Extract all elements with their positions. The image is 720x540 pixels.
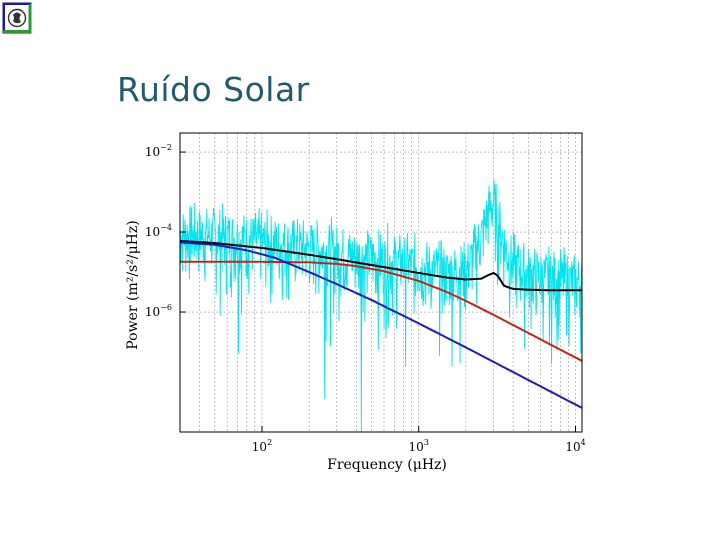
series-lines xyxy=(179,239,583,409)
x-tick-label: 103 xyxy=(409,438,429,454)
total-fit-line xyxy=(179,239,582,292)
slide-title: Ruído Solar xyxy=(117,70,310,109)
y-tick-label: 10−4 xyxy=(145,223,172,239)
university-seal-icon xyxy=(2,2,32,34)
axis-ticks: 102 103 104 10−2 10−4 10−6 xyxy=(145,143,586,454)
x-axis-label: Frequency (μHz) xyxy=(327,457,447,473)
y-tick-label: 10−6 xyxy=(145,303,172,319)
component-line xyxy=(180,260,583,362)
y-tick-label: 10−2 xyxy=(145,143,172,159)
grid xyxy=(179,133,582,432)
plot-frame xyxy=(179,132,583,433)
noise-spectrum xyxy=(179,179,583,433)
x-tick-label: 102 xyxy=(252,438,272,454)
x-tick-label: 104 xyxy=(565,438,585,454)
noise-layer xyxy=(179,179,583,433)
y-axis-label: Power (m²/s²/μHz) xyxy=(125,220,141,349)
component-line xyxy=(179,241,583,409)
